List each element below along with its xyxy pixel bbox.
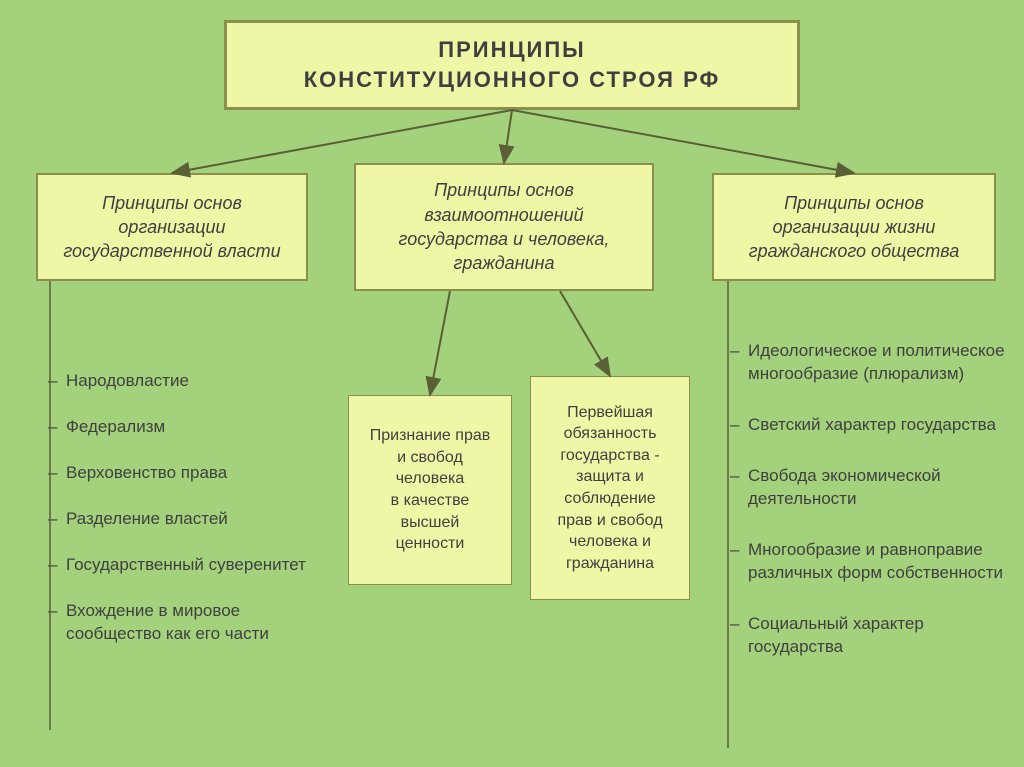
list-item: Идеологическое и политическое многообраз…	[730, 340, 1006, 386]
list-item: Светский характер государства	[730, 414, 1006, 437]
sub-box-2: Первейшаяобязанностьгосударства -защита …	[530, 376, 690, 600]
list-item: Разделение властей	[48, 508, 314, 531]
list-item: Многообразие и равноправие различных фор…	[730, 539, 1006, 585]
branch-text-2: Принципы основвзаимоотношенийгосударства…	[399, 178, 610, 275]
list-item: Социальный характер государства	[730, 613, 1006, 659]
list-right: Идеологическое и политическое многообраз…	[730, 340, 1006, 686]
branch-text-3: Принципы основорганизации жизнигражданск…	[749, 191, 960, 264]
branch-box-3: Принципы основорганизации жизнигражданск…	[712, 173, 996, 281]
list-item: Государственный суверенитет	[48, 554, 314, 577]
branch-text-1: Принципы основорганизациигосударственной…	[63, 191, 280, 264]
sub-box-1: Признание прави свободчеловекав качестве…	[348, 395, 512, 585]
branch-box-2: Принципы основвзаимоотношенийгосударства…	[354, 163, 654, 291]
list-item: Федерализм	[48, 416, 314, 439]
title-box: ПРИНЦИПЫКОНСТИТУЦИОННОГО СТРОЯ РФ	[224, 20, 800, 110]
list-item: Свобода экономической деятельности	[730, 465, 1006, 511]
list-item: Народовластие	[48, 370, 314, 393]
sub-text-1: Признание прави свободчеловекав качестве…	[370, 425, 490, 555]
branch-box-1: Принципы основорганизациигосударственной…	[36, 173, 308, 281]
list-left: Народовластие Федерализм Верховенство прав…	[48, 370, 314, 669]
list-item: Верховенство права	[48, 462, 314, 485]
sub-text-2: Первейшаяобязанностьгосударства -защита …	[557, 402, 662, 575]
title-text: ПРИНЦИПЫКОНСТИТУЦИОННОГО СТРОЯ РФ	[304, 35, 721, 94]
list-item: Вхождение в мировое сообщество как его ч…	[48, 600, 314, 646]
